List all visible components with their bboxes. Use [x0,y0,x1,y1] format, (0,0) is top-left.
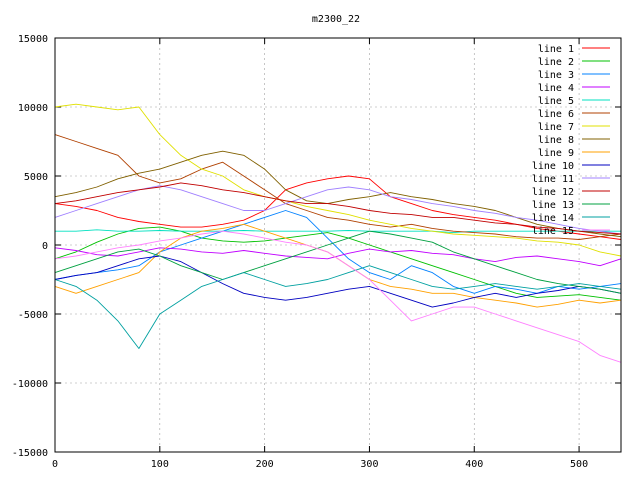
series-line-3 [54,210,622,294]
legend-label: line 1 [538,44,574,55]
series-line-10 [54,255,622,308]
legend-label: line 13 [532,200,574,211]
series-line-13 [54,230,622,294]
legend: line 1 line 2 line 3 line 4 line 5 line 6 line… [532,44,610,237]
legend-label: line 6 [538,109,574,120]
y-tick-label: -5000 [18,310,48,321]
series-line-14 [54,265,622,349]
x-tick-label: 500 [570,459,588,470]
series-line-11 [54,185,622,235]
legend-label: line 14 [532,213,574,224]
y-tick-label: 15000 [18,34,48,45]
x-tick-label: 400 [465,459,483,470]
y-tick-label: 0 [42,241,48,252]
plot-frame [54,37,622,453]
chart-title: m2300_22 [312,14,360,25]
series-line-7 [54,103,622,257]
legend-label: line 4 [538,83,574,94]
series-lines [54,103,622,363]
series-line-15 [54,230,622,363]
x-tick-label: 100 [151,459,169,470]
legend-label: line 15 [532,226,574,237]
y-tick-label: 10000 [18,103,48,114]
legend-label: line 5 [538,96,574,107]
series-line-12 [54,182,622,235]
legend-label: line 3 [538,70,574,81]
x-tick-label: 0 [52,459,58,470]
legend-label: line 9 [538,148,574,159]
axis-ticks: -15000 -10000 -5000 0 5000 10000 15000 0 100 200 3… [12,34,621,470]
y-tick-label: -10000 [12,379,48,390]
legend-label: line 10 [532,161,574,172]
series-line-5 [55,229,621,234]
y-tick-label: -15000 [12,448,48,459]
legend-label: line 2 [538,57,574,68]
legend-label: line 8 [538,135,574,146]
series-line-6 [54,134,622,240]
series-line-1 [54,175,622,240]
x-tick-label: 300 [360,459,378,470]
x-tick-label: 200 [256,459,274,470]
y-tick-label: 5000 [24,172,48,183]
legend-label: line 11 [532,174,574,185]
legend-label: line 12 [532,187,574,198]
series-line-8 [54,150,622,238]
series-line-4 [54,247,622,267]
legend-label: line 7 [538,122,574,133]
